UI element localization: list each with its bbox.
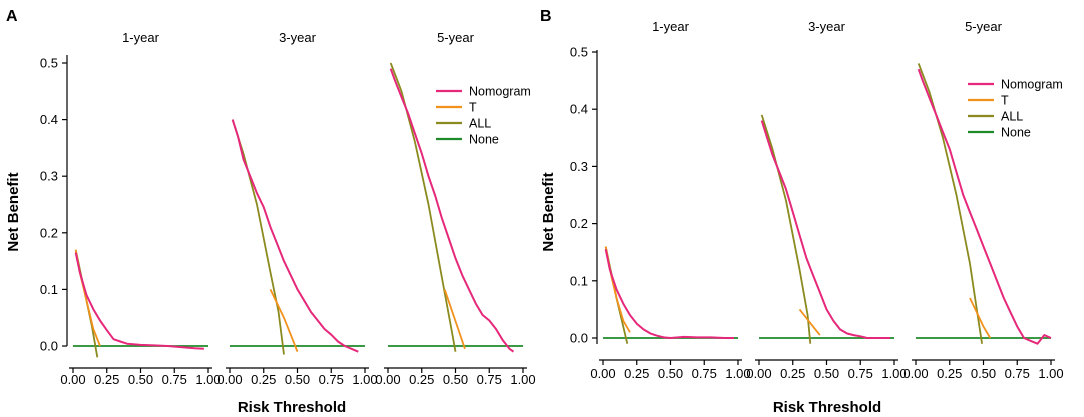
legend-label-nomogram: Nomogram	[1001, 78, 1063, 92]
series-nomogram-line	[74, 252, 204, 350]
y-tick-label: 0.3	[570, 159, 588, 174]
x-tick-label: 0.50	[971, 366, 996, 381]
series-nomogram-line	[917, 68, 1052, 345]
y-tick-label: 0.3	[40, 169, 58, 184]
legend: Nomogram T ALL None	[436, 85, 531, 147]
facet-3-year: 3-year 0.00 0.25 0.50 0.75 1.00	[746, 19, 906, 381]
series-nomogram-line	[604, 249, 734, 339]
series-t-line	[798, 308, 821, 336]
x-tick-label: 1.00	[881, 366, 906, 381]
panel-label: A	[6, 8, 18, 25]
panel-label: B	[540, 8, 552, 25]
x-tick-label: 1.00	[195, 372, 220, 387]
x-tick-label: 0.50	[658, 366, 683, 381]
facet-5-year: 5-year 0.00 0.25 0.50 0.75 1.00	[375, 30, 535, 387]
legend-label-t: T	[469, 101, 477, 115]
y-tick-label: 0.5	[40, 56, 58, 71]
series-nomogram-line	[760, 120, 890, 339]
legend-label-t: T	[1001, 94, 1009, 108]
legend-label-all: ALL	[1001, 110, 1023, 124]
x-tick-label: 0.50	[814, 366, 839, 381]
x-tick-label: 0.50	[128, 372, 153, 387]
x-tick-label: 1.00	[352, 372, 377, 387]
x-tick-label: 1.00	[1038, 366, 1063, 381]
series-all-line	[760, 114, 812, 344]
x-tick-label: 0.00	[746, 366, 771, 381]
y-tick-label: 0.0	[570, 331, 588, 346]
x-tick-label: 0.25	[780, 366, 805, 381]
y-axis-label: Net Benefit	[540, 172, 557, 251]
x-tick-label: 0.00	[590, 366, 615, 381]
series-nomogram-line	[231, 119, 359, 353]
x-tick-label: 0.75	[162, 372, 187, 387]
legend-label-nomogram: Nomogram	[469, 85, 531, 99]
x-tick-label: 0.25	[94, 372, 119, 387]
facet-1-year: 1-year 0.00 0.25 0.50 0.75 1.00	[590, 19, 750, 381]
series-t-line	[969, 297, 992, 339]
facet-3-year: 3-year 0.00 0.25 0.50 0.75 1.00	[217, 30, 377, 387]
series-t-line	[604, 246, 631, 333]
series-nomogram-line	[389, 68, 515, 353]
x-tick-label: 0.50	[443, 372, 468, 387]
x-tick-label: 0.00	[375, 372, 400, 387]
series-t-line	[443, 289, 466, 350]
x-tick-label: 1.00	[725, 366, 750, 381]
series-t-line	[269, 289, 299, 353]
y-tick-label: 0.2	[570, 216, 588, 231]
legend-label-none: None	[1001, 126, 1031, 140]
x-tick-label: 1.00	[510, 372, 535, 387]
y-tick-label: 0.4	[570, 102, 588, 117]
x-tick-label: 0.25	[409, 372, 434, 387]
facet-title: 3-year	[279, 30, 317, 45]
panel-b: B Net Benefit Risk Threshold 0.0 0.1 0.2 0.…	[540, 8, 1064, 416]
y-axis-label: Net Benefit	[5, 172, 22, 251]
y-tick-label: 0.5	[570, 45, 588, 60]
series-all-line	[917, 63, 983, 344]
panel-a: A Net Benefit Risk Threshold 0.0 0.1 0.2 0.…	[5, 8, 536, 416]
facet-title: 1-year	[652, 19, 690, 34]
x-tick-label: 0.25	[251, 372, 276, 387]
x-tick-label: 0.75	[477, 372, 502, 387]
legend-label-all: ALL	[469, 117, 491, 131]
facet-1-year: 1-year 0.00 0.25 0.50 0.75 1.00	[60, 30, 220, 387]
y-tick-label: 0.1	[40, 282, 58, 297]
y-tick-label: 0.1	[570, 273, 588, 288]
x-tick-label: 0.00	[903, 366, 928, 381]
x-tick-label: 0.75	[848, 366, 873, 381]
x-tick-label: 0.75	[692, 366, 717, 381]
series-all-line	[389, 62, 457, 352]
x-tick-label: 0.00	[217, 372, 242, 387]
facet-5-year: 5-year 0.00 0.25 0.50 0.75 1.00	[903, 19, 1063, 381]
x-tick-label: 0.25	[624, 366, 649, 381]
y-tick-label: 0.2	[40, 225, 58, 240]
legend-label-none: None	[469, 133, 499, 147]
x-axis-label: Risk Threshold	[238, 399, 346, 416]
x-axis-label: Risk Threshold	[773, 399, 881, 416]
facet-title: 1-year	[122, 30, 160, 45]
y-tick-label: 0.4	[40, 112, 58, 127]
x-tick-label: 0.00	[60, 372, 85, 387]
y-tick-label: 0.0	[40, 339, 58, 354]
facet-title: 3-year	[808, 19, 846, 34]
x-tick-label: 0.75	[319, 372, 344, 387]
x-tick-label: 0.75	[1005, 366, 1030, 381]
x-tick-label: 0.50	[285, 372, 310, 387]
series-all-line	[231, 119, 285, 355]
facet-title: 5-year	[437, 30, 475, 45]
legend: Nomogram T ALL None	[968, 78, 1063, 140]
facet-title: 5-year	[965, 19, 1003, 34]
x-tick-label: 0.25	[937, 366, 962, 381]
